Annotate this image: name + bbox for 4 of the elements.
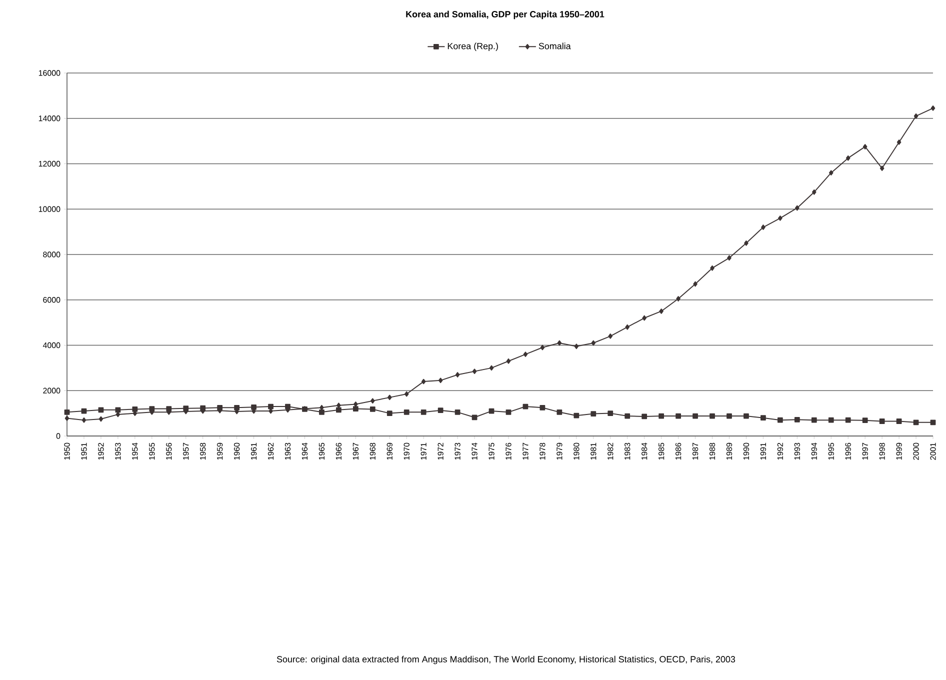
legend-label: Korea (Rep.) — [448, 42, 498, 52]
chart-title: Korea and Somalia, GDP per Capita 1950–2001 — [406, 10, 604, 20]
source-note: Source: original data extracted from Angus Maddison, The World Economy, Historical Statistics, OECD, Paris, 2003 — [276, 656, 736, 664]
legend-label: Somalia — [538, 42, 571, 50]
